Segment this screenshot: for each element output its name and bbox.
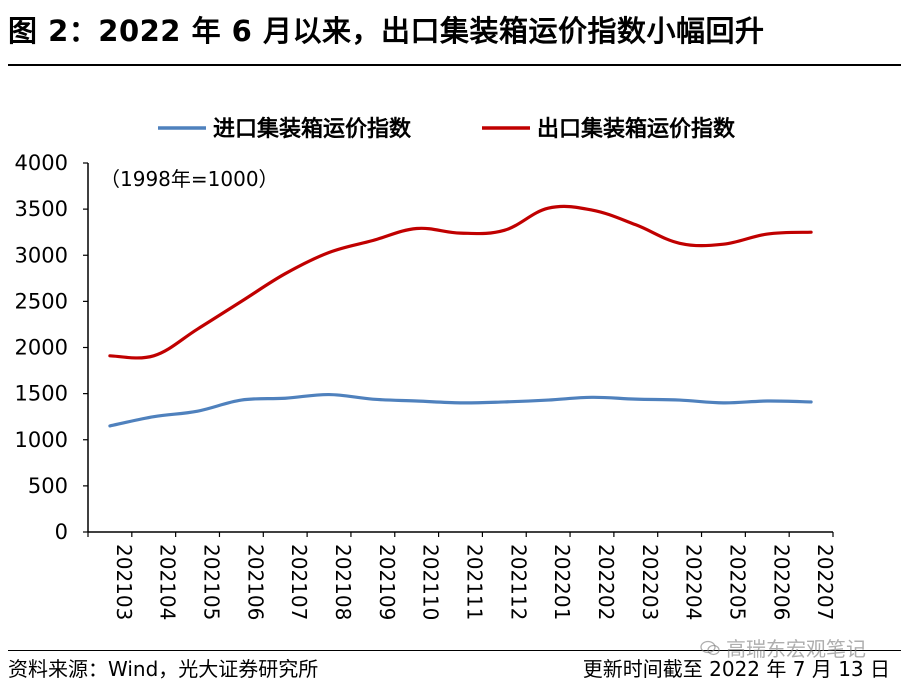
y-tick-label: 500 bbox=[28, 474, 68, 498]
legend-label-0: 进口集装箱运价指数 bbox=[213, 116, 412, 142]
x-tick-label: 202106 bbox=[243, 544, 267, 620]
x-tick-label: 202103 bbox=[112, 544, 136, 620]
series-line-1 bbox=[108, 204, 813, 360]
x-tick-label: 202202 bbox=[594, 544, 618, 620]
x-tick-label: 202107 bbox=[287, 544, 311, 620]
x-axis: 202103 202104 202105 202106 202107 202108 2021… bbox=[87, 531, 837, 620]
figure-title: 图 2：2022 年 6 月以来，出口集装箱运价指数小幅回升 bbox=[8, 14, 765, 48]
x-tick-label: 202205 bbox=[725, 544, 749, 620]
x-tick-label: 202204 bbox=[682, 544, 706, 620]
x-tick-label: 202111 bbox=[463, 544, 487, 620]
bottom-rule bbox=[8, 650, 901, 651]
y-tick-label: 1500 bbox=[15, 382, 68, 406]
series-line-0 bbox=[108, 392, 813, 428]
y-tick-label: 3500 bbox=[15, 197, 68, 221]
y-tick-label: 0 bbox=[55, 520, 68, 544]
watermark-text: 高瑞东宏观笔记 bbox=[726, 637, 866, 661]
unit-annotation: （1998年=1000） bbox=[100, 167, 279, 191]
y-tick-label: 2500 bbox=[15, 289, 68, 313]
y-tick-label: 2000 bbox=[15, 336, 68, 360]
x-tick-label: 202201 bbox=[550, 544, 574, 620]
y-tick-label: 3000 bbox=[15, 243, 68, 267]
y-tick-label: 4000 bbox=[15, 151, 68, 175]
update-note: 更新时间截至 2022 年 7 月 13 日 bbox=[582, 657, 890, 681]
line-chart: 进口集装箱运价指数 出口集装箱运价指数 0 500 1000 1500 2000 2500 3… bbox=[15, 116, 838, 620]
x-tick-label: 202206 bbox=[769, 544, 793, 620]
watermark: 高瑞东宏观笔记 bbox=[700, 633, 866, 662]
x-tick-label: 202110 bbox=[419, 544, 443, 620]
legend: 进口集装箱运价指数 出口集装箱运价指数 bbox=[158, 116, 736, 142]
y-tick-label: 1000 bbox=[15, 428, 68, 452]
x-tick-label: 202109 bbox=[375, 544, 399, 620]
top-rule bbox=[8, 64, 901, 66]
y-axis: 0 500 1000 1500 2000 2500 3000 3500 4000 bbox=[15, 151, 89, 544]
x-tick-label: 202207 bbox=[813, 544, 837, 620]
x-tick-label: 202203 bbox=[638, 544, 662, 620]
legend-label-1: 出口集装箱运价指数 bbox=[537, 116, 736, 142]
series-group bbox=[108, 204, 813, 428]
x-tick-label: 202105 bbox=[200, 544, 224, 620]
x-tick-label: 202104 bbox=[156, 544, 180, 620]
wechat-icon bbox=[700, 640, 720, 655]
x-tick-label: 202112 bbox=[506, 544, 530, 620]
x-tick-label: 202108 bbox=[331, 544, 355, 620]
source-note: 资料来源：Wind，光大证券研究所 bbox=[8, 657, 319, 681]
